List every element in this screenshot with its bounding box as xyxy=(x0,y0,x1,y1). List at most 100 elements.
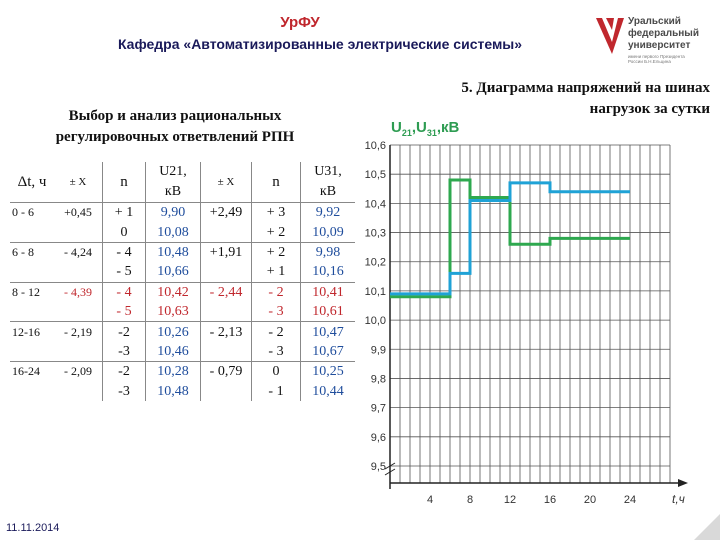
table-cell-n2: - 2 xyxy=(251,281,301,302)
table-row: 8 - 12- 4,39- 4 10,42- 2,44- 2 10,41 xyxy=(10,281,355,302)
table-cell-n1: 0 xyxy=(102,222,146,243)
table-cell-u21: 10,48 xyxy=(145,381,201,401)
table-cell-n1: - 5 xyxy=(102,262,146,283)
header-subtitle: Кафедра «Автоматизированные электрически… xyxy=(117,36,523,52)
table-cell-x2: - 2,44 xyxy=(200,281,252,302)
corner-decoration xyxy=(694,514,720,540)
table-cell-u31: 10,16 xyxy=(300,262,355,283)
table-cell-u21: 10,48 xyxy=(145,241,201,263)
x-tick-label: 16 xyxy=(544,494,556,506)
table-cell-x2 xyxy=(200,381,252,401)
y-tick-label: 10,0 xyxy=(365,315,386,327)
header-u31: U31, кВ xyxy=(300,162,355,203)
table-cell-u31: 10,25 xyxy=(300,361,355,382)
header-pmx1: ± X xyxy=(54,162,103,203)
table-cell-dt: 16-24 xyxy=(10,361,54,382)
table-cell-n1: -3 xyxy=(102,341,146,362)
table-row: - 5 10,63 - 3 10,61 xyxy=(10,301,355,322)
header-dt: Δt, ч xyxy=(10,162,54,203)
table-cell-u21: 10,63 xyxy=(145,301,201,322)
y-tick-label: 9,7 xyxy=(371,403,386,415)
table-cell-n1: - 4 xyxy=(102,281,146,302)
table-cell-u31: 10,09 xyxy=(300,222,355,243)
y-tick-label: 10,2 xyxy=(365,257,386,269)
table-cell-x1: +0,45 xyxy=(64,205,92,220)
header-n1: n xyxy=(102,162,146,203)
table-cell-u21: 9,90 xyxy=(145,202,201,223)
table-row: 6 - 8- 4,24- 4 10,48 +1,91 + 2 9,98 xyxy=(10,241,355,263)
table-cell-n2: - 2 xyxy=(251,321,301,342)
table-cell-u31: 9,98 xyxy=(300,241,355,263)
header-pmx2: ± X xyxy=(200,162,252,203)
table-cell-x2 xyxy=(200,262,252,283)
table-cell-dt: 8 - 12 xyxy=(10,281,54,302)
axis-break xyxy=(384,462,396,476)
header-n2: n xyxy=(251,162,301,203)
x-axis-label: t,ч xyxy=(672,492,685,506)
table-row: 16-24- 2,09 -2 10,28- 0,79 0 10,25 xyxy=(10,361,355,382)
table-header-row: Δt, ч ± X n U21, кВ ± X n U31, кВ xyxy=(10,162,355,203)
series-line-2 xyxy=(390,181,630,296)
table-cell-n2: + 3 xyxy=(251,202,301,223)
table-cell-dt: 0 - 6 xyxy=(12,205,34,220)
table-cell-u31: 10,61 xyxy=(300,301,355,322)
table-cell-n2: + 1 xyxy=(251,262,301,283)
table-cell-n1: -2 xyxy=(102,361,146,382)
table-cell-n2: + 2 xyxy=(251,222,301,243)
table-cell-u21: 10,46 xyxy=(145,341,201,362)
table-cell-n1: + 1 xyxy=(102,202,146,223)
table-cell-x2 xyxy=(200,301,252,322)
table-cell-n2: - 3 xyxy=(251,341,301,362)
table-cell-u21: 10,26 xyxy=(145,321,201,342)
x-axis-arrow xyxy=(678,479,688,487)
table-cell-u31: 10,47 xyxy=(300,321,355,342)
table-cell-u31: 9,92 xyxy=(300,202,355,223)
x-tick-label: 12 xyxy=(504,494,516,506)
y-tick-label: 9,9 xyxy=(371,344,386,356)
table-cell-u31: 10,67 xyxy=(300,341,355,362)
y-tick-label: 10,6 xyxy=(365,140,386,152)
table-cell-x1: - 4,24 xyxy=(54,241,103,263)
table-row: 0 10,08 + 2 10,09 xyxy=(10,222,355,243)
y-tick-label: 9,5 xyxy=(371,461,386,473)
header-title: УрФУ xyxy=(280,14,320,31)
university-logo xyxy=(596,18,624,54)
table-cell-u31: 10,44 xyxy=(300,381,355,401)
rpn-table: Δt, ч ± X n U21, кВ ± X n U31, кВ 0 - 6 +0,… xyxy=(10,162,355,401)
rpn-table-body: Δt, ч ± X n U21, кВ ± X n U31, кВ 0 - 6 +0,… xyxy=(10,162,355,401)
logo-text: Уральский федеральный университет xyxy=(628,16,699,51)
table-cell-n2: 0 xyxy=(251,361,301,382)
table-title: Выбор и анализ рациональных регулировочн… xyxy=(55,108,295,145)
table-row: -3 10,46 - 3 10,67 xyxy=(10,341,355,362)
y-axis-label: U21,U31,кВ xyxy=(391,119,460,138)
y-tick-label: 10,5 xyxy=(365,169,386,181)
y-tick-label: 9,8 xyxy=(371,373,386,385)
table-cell-x2 xyxy=(200,341,252,362)
logo-caption: имени первого Президента России Б.Н.Ельц… xyxy=(628,54,685,64)
table-cell-n2: - 1 xyxy=(251,381,301,401)
table-cell-x1: - 4,39 xyxy=(54,281,103,302)
table-cell-n2: - 3 xyxy=(251,301,301,322)
table-cell-x2: - 0,79 xyxy=(200,361,252,382)
y-tick-label: 9,6 xyxy=(371,432,386,444)
table-cell-n1: - 5 xyxy=(102,301,146,322)
table-cell-u21: 10,66 xyxy=(145,262,201,283)
table-cell-u21: 10,08 xyxy=(145,222,201,243)
table-cell-x2: +1,91 xyxy=(200,241,252,263)
table-row: - 5 10,66 + 1 10,16 xyxy=(10,262,355,283)
chart-title: 5. Диаграмма напряжений на шинах нагрузо… xyxy=(461,80,710,117)
table-cell-n1: - 4 xyxy=(102,241,146,263)
header-u21: U21, кВ xyxy=(145,162,201,203)
table-cell-x1: - 2,19 xyxy=(54,321,103,342)
table-cell-dt: 12-16 xyxy=(10,321,54,342)
table-row: 0 - 6 +0,45 + 1 9,90 +2,49 + 3 9,92 xyxy=(10,202,355,223)
table-cell-u21: 10,42 xyxy=(145,281,201,302)
table-cell-n2: + 2 xyxy=(251,241,301,263)
y-tick-label: 10,1 xyxy=(365,286,386,298)
table-cell-x2: +2,49 xyxy=(200,202,252,223)
table-cell-x1: - 2,09 xyxy=(54,361,103,382)
table-row: -3 10,48 - 1 10,44 xyxy=(10,381,355,401)
y-tick-label: 10,4 xyxy=(365,198,386,210)
x-tick-label: 4 xyxy=(427,494,433,506)
